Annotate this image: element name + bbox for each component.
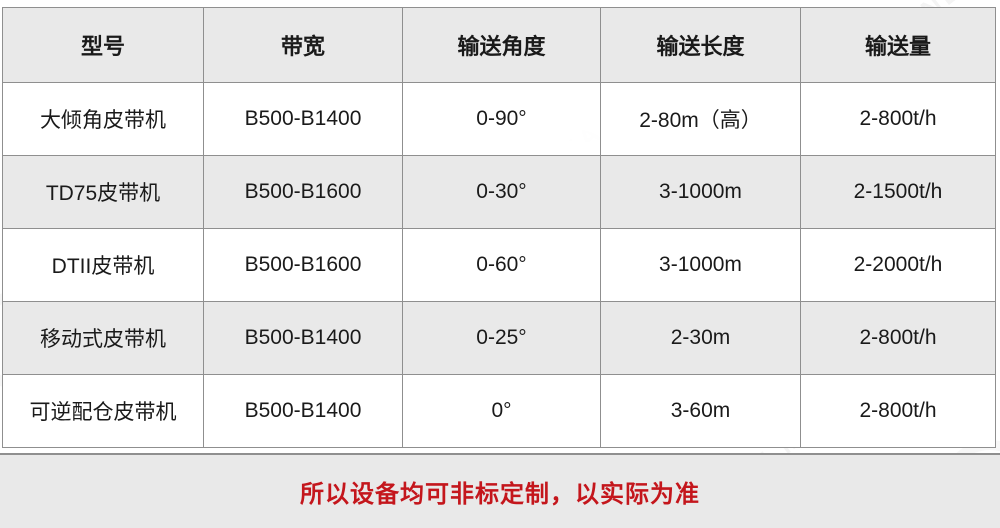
cell-convey-length: 2-30m [600, 301, 801, 375]
cell-convey-length: 3-1000m [600, 228, 801, 302]
cell-convey-capacity: 2-800t/h [800, 301, 996, 375]
cell-convey-capacity: 2-2000t/h [800, 228, 996, 302]
cell-model: 移动式皮带机 [2, 301, 204, 375]
cell-convey-angle: 0-90° [402, 82, 601, 156]
col-header-model: 型号 [2, 7, 204, 83]
cell-belt-width: B500-B1400 [203, 374, 403, 448]
cell-convey-angle: 0-30° [402, 155, 601, 229]
table-row: 可逆配仓皮带机 B500-B1400 0° 3-60m 2-800t/h [2, 374, 996, 448]
col-header-convey-angle: 输送角度 [402, 7, 601, 83]
col-header-convey-length: 输送长度 [600, 7, 801, 83]
table-row: 大倾角皮带机 B500-B1400 0-90° 2-80m（高） 2-800t/… [2, 82, 996, 156]
cell-convey-capacity: 2-800t/h [800, 82, 996, 156]
conveyor-spec-table: 型号 带宽 输送角度 输送长度 输送量 大倾角皮带机 B500-B1400 0-… [2, 7, 996, 448]
cell-model: 大倾角皮带机 [2, 82, 204, 156]
cell-convey-length: 2-80m（高） [600, 82, 801, 156]
cell-belt-width: B500-B1400 [203, 301, 403, 375]
col-header-belt-width: 带宽 [203, 7, 403, 83]
cell-belt-width: B500-B1600 [203, 155, 403, 229]
table-row: TD75皮带机 B500-B1600 0-30° 3-1000m 2-1500t… [2, 155, 996, 229]
cell-model: DTII皮带机 [2, 228, 204, 302]
table-row: 移动式皮带机 B500-B1400 0-25° 2-30m 2-800t/h [2, 301, 996, 375]
custom-order-note: 所以设备均可非标定制，以实际为准 [300, 481, 700, 508]
cell-convey-capacity: 2-1500t/h [800, 155, 996, 229]
header-row: 型号 带宽 输送角度 输送长度 输送量 [2, 7, 996, 83]
cell-belt-width: B500-B1600 [203, 228, 403, 302]
cell-model: TD75皮带机 [2, 155, 204, 229]
cell-convey-length: 3-1000m [600, 155, 801, 229]
custom-order-note-band: 所以设备均可非标定制，以实际为准 [0, 453, 1000, 528]
cell-belt-width: B500-B1400 [203, 82, 403, 156]
cell-convey-length: 3-60m [600, 374, 801, 448]
cell-convey-angle: 0-60° [402, 228, 601, 302]
table-row: DTII皮带机 B500-B1600 0-60° 3-1000m 2-2000t… [2, 228, 996, 302]
col-header-convey-capacity: 输送量 [800, 7, 996, 83]
cell-convey-angle: 0-25° [402, 301, 601, 375]
cell-convey-capacity: 2-800t/h [800, 374, 996, 448]
cell-model: 可逆配仓皮带机 [2, 374, 204, 448]
cell-convey-angle: 0° [402, 374, 601, 448]
